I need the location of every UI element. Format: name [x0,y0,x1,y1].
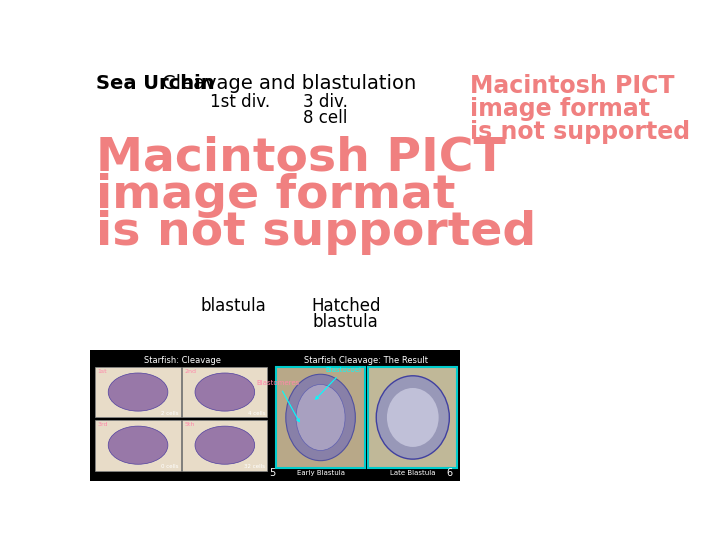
Text: Macintosh PICT: Macintosh PICT [96,136,506,181]
Text: 2nd: 2nd [184,369,197,374]
Text: 6: 6 [446,468,453,477]
Bar [276,367,365,468]
Text: 5: 5 [269,468,275,477]
Text: image format: image format [469,97,649,121]
Text: Blastomeres: Blastomeres [256,380,300,422]
Bar [182,420,267,470]
Ellipse shape [195,426,255,464]
Bar [96,420,181,470]
Text: 1st: 1st [98,369,107,374]
Text: is not supported: is not supported [469,120,690,144]
Text: Macintosh PICT: Macintosh PICT [469,74,674,98]
Ellipse shape [108,373,168,411]
Text: Blastocoel: Blastocoel [315,367,362,399]
Text: Starfish Cleavage: The Result: Starfish Cleavage: The Result [304,356,428,365]
Text: image format: image format [96,173,456,218]
Ellipse shape [108,426,168,464]
Text: 3 div.: 3 div. [303,92,348,111]
Ellipse shape [195,373,255,411]
Text: 0 cells: 0 cells [161,464,179,469]
Text: 1st div.: 1st div. [210,92,270,111]
Text: Hatched: Hatched [311,298,380,315]
Text: 5th: 5th [184,422,195,427]
Text: 2 cells: 2 cells [161,411,179,416]
Text: Cleavage and blastulation: Cleavage and blastulation [162,74,416,93]
Text: Starfish: Cleavage: Starfish: Cleavage [144,356,221,365]
Text: 4 cells: 4 cells [248,411,265,416]
Ellipse shape [377,376,449,459]
Text: Sea Urchin: Sea Urchin [96,74,215,93]
Ellipse shape [286,374,356,461]
Bar [90,350,461,481]
Bar [182,367,267,417]
Bar [368,367,457,468]
Ellipse shape [296,384,345,450]
Text: Late Blastula: Late Blastula [390,470,436,476]
Bar [96,367,181,417]
Text: is not supported: is not supported [96,210,536,254]
Text: 8 cell: 8 cell [303,109,348,127]
Text: 3rd: 3rd [98,422,108,427]
Ellipse shape [387,388,438,447]
Text: blastula: blastula [200,298,266,315]
Text: blastula: blastula [313,313,379,330]
Text: Early Blastula: Early Blastula [297,470,345,476]
Text: 32 cells: 32 cells [244,464,265,469]
